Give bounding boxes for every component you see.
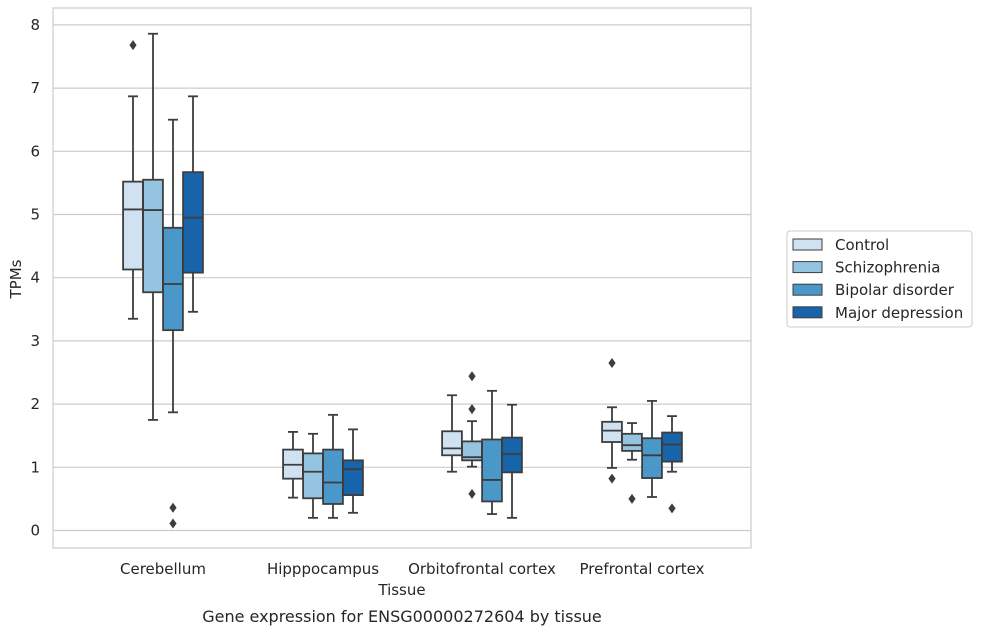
box: [122, 180, 144, 271]
box-group: [481, 389, 503, 515]
x-tick-label: Cerebellum: [120, 560, 206, 578]
box-group: [322, 413, 344, 519]
boxes: [122, 32, 683, 529]
outlier-point: [608, 358, 616, 369]
box-group: [661, 415, 683, 514]
plot-frame: [52, 7, 752, 549]
box-group: [122, 40, 144, 320]
y-tick-label: 7: [30, 79, 40, 97]
legend-label: Control: [835, 236, 889, 254]
box: [162, 226, 184, 332]
box: [641, 437, 663, 479]
box: [302, 452, 324, 500]
box: [601, 420, 623, 443]
y-tick-label: 8: [30, 16, 40, 34]
y-tick-label: 1: [30, 458, 40, 476]
outlier-point: [468, 371, 476, 382]
x-tick-label: Prefrontal cortex: [580, 560, 705, 578]
box-group: [302, 432, 324, 519]
legend-label: Bipolar disorder: [835, 281, 955, 299]
box-group: [621, 422, 643, 504]
y-tick-label: 2: [30, 395, 40, 413]
x-tick-label: Hipppocampus: [267, 560, 379, 578]
x-axis-label: Tissue: [377, 581, 425, 599]
outlier-point: [169, 518, 177, 529]
y-tick-label: 4: [30, 269, 40, 287]
box-group: [282, 431, 304, 499]
outlier-point: [608, 473, 616, 484]
legend-swatch: [792, 261, 823, 274]
legend-label: Major depression: [835, 304, 963, 322]
y-tick-labels: 0 1 2 3 4 5 6 7 8: [30, 16, 40, 540]
box-group: [342, 428, 364, 514]
outlier-point: [628, 493, 636, 504]
box-group: [182, 95, 204, 313]
legend-frame: [786, 230, 973, 328]
y-tick-label: 5: [30, 206, 40, 224]
box: [322, 448, 344, 505]
y-axis-label: TPMs: [7, 259, 25, 299]
legend-swatch: [792, 283, 823, 296]
box: [342, 459, 364, 497]
legend-swatch: [792, 306, 823, 319]
legend-swatch: [792, 238, 823, 251]
outlier-point: [169, 502, 177, 513]
box-group: [162, 118, 184, 529]
box: [441, 430, 463, 457]
y-tick-label: 3: [30, 332, 40, 350]
box: [182, 171, 204, 274]
box: [621, 432, 643, 452]
box-group: [641, 400, 663, 498]
outlier-point: [468, 488, 476, 499]
box: [661, 431, 683, 463]
box-group: [601, 358, 623, 484]
y-tick-label: 6: [30, 142, 40, 160]
box-group: [501, 403, 523, 519]
outlier-point: [468, 404, 476, 415]
x-tick-labels: Cerebellum Hipppocampus Orbitofrontal cort…: [120, 560, 705, 578]
outlier-point: [668, 503, 676, 514]
box-group: [142, 32, 164, 421]
outlier-point: [129, 40, 137, 51]
chart-caption: Gene expression for ENSG00000272604 by t…: [202, 607, 602, 626]
legend: Control Schizophrenia Bipolar disorder Majo…: [786, 230, 973, 328]
box-group: [461, 371, 483, 499]
box-group: [441, 394, 463, 473]
legend-label: Schizophrenia: [835, 259, 940, 277]
y-tick-label: 0: [30, 522, 40, 540]
x-tick-label: Orbitofrontal cortex: [408, 560, 556, 578]
box: [481, 438, 503, 503]
box: [142, 178, 164, 294]
box: [501, 436, 523, 474]
